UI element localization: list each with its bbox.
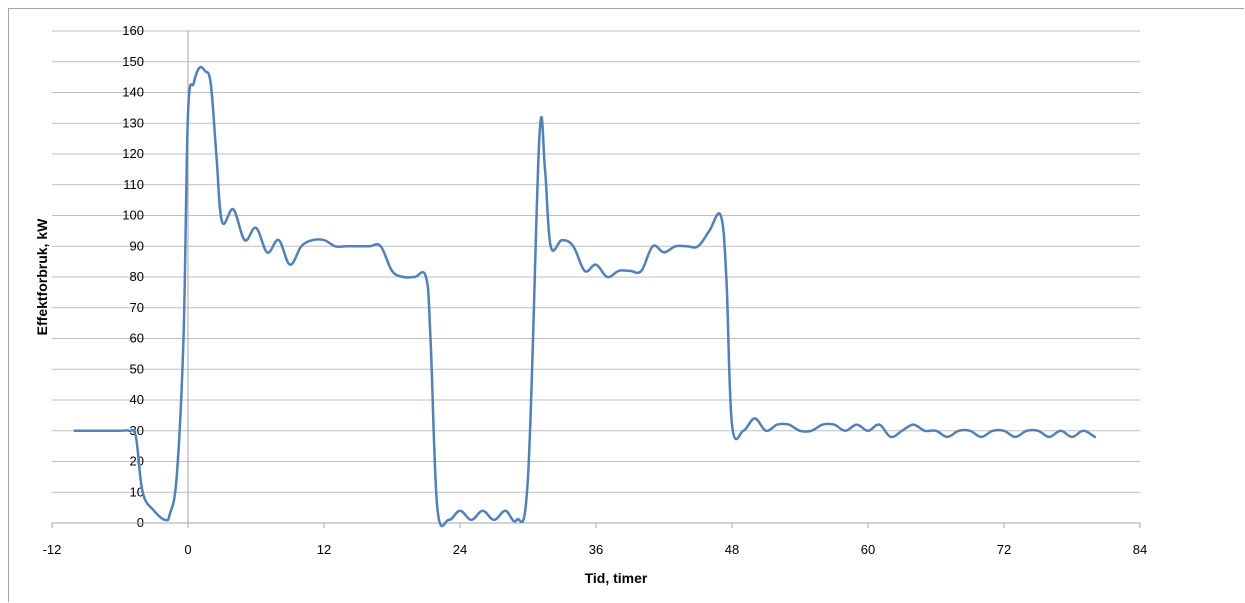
series-line	[73, 65, 1096, 528]
y-tick-label: 50	[130, 361, 144, 376]
x-tick-label: -12	[43, 542, 62, 557]
x-axis-label: Tid, timer	[585, 570, 648, 586]
y-tick-label: 140	[122, 85, 144, 100]
y-axis-label: Effektforbruk, kW	[34, 218, 50, 335]
x-tick-label: 0	[184, 542, 191, 557]
x-tick-label: 72	[997, 542, 1011, 557]
y-tick-label: 100	[122, 208, 144, 223]
y-tick-label: 160	[122, 23, 144, 38]
y-tick-label: 10	[130, 484, 144, 499]
x-tick-label: 48	[725, 542, 739, 557]
y-tick-label: 20	[130, 454, 144, 469]
y-tick-label: 60	[130, 331, 144, 346]
y-tick-label: 110	[123, 177, 144, 192]
y-tick-label: 40	[130, 392, 144, 407]
y-tick-labels: 0102030405060708090100110120130140150160	[122, 23, 144, 530]
y-tick-label: 150	[122, 54, 144, 69]
x-tick-labels: -12 0 12 24 36 48 60 72 84	[43, 542, 1148, 557]
x-tick-label: 60	[861, 542, 875, 557]
x-tick-label: 84	[1133, 542, 1147, 557]
y-tick-label: 30	[130, 423, 144, 438]
chart-frame	[8, 8, 1244, 602]
y-tick-label: 80	[130, 269, 144, 284]
x-tick-label: 12	[317, 542, 331, 557]
x-tick-label: 36	[589, 542, 603, 557]
y-tick-label: 90	[130, 238, 144, 253]
y-tick-label: 130	[122, 115, 144, 130]
y-tick-label: 120	[122, 146, 144, 161]
axes	[51, 31, 1141, 528]
y-tick-label: 70	[130, 300, 144, 315]
series-group	[73, 65, 1096, 528]
gridlines	[52, 30, 1140, 493]
x-tick-label: 24	[453, 542, 467, 557]
